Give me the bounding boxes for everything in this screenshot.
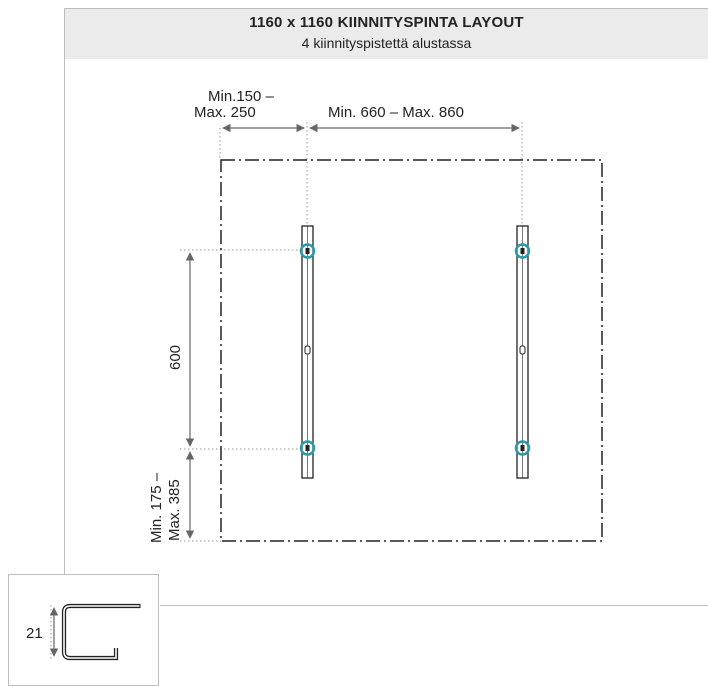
profile-height-arrow	[49, 605, 59, 659]
title-bar	[65, 9, 708, 59]
mount-point-top-right	[514, 243, 531, 259]
bottom-offset-label-2: Max. 385	[166, 479, 183, 541]
mounting-surface-outline	[220, 159, 603, 542]
bottom-rule	[160, 605, 708, 606]
left-offset-label-1: Min.150 –	[208, 88, 275, 105]
extension-lines	[180, 122, 523, 542]
mount-point-bottom-right	[514, 440, 531, 456]
mount-spacing-label: 600	[167, 345, 184, 370]
drawing-title: 1160 x 1160 KIINNITYSPINTA LAYOUT	[249, 14, 524, 31]
left-rail	[301, 225, 314, 479]
profile-height-label: 21	[26, 625, 43, 642]
right-rail	[516, 225, 529, 479]
rail-spacing-label: Min. 660 – Max. 860	[328, 104, 464, 121]
left-offset-label-2: Max. 250	[194, 104, 256, 121]
mount-point-bottom-left	[299, 440, 316, 456]
bottom-offset-label-1: Min. 175 –	[148, 472, 165, 543]
mount-point-top-left	[299, 243, 316, 259]
profile-cross-section	[61, 603, 141, 661]
drawing-frame	[64, 8, 708, 605]
drawing-subtitle: 4 kiinnityspistettä alustassa	[301, 35, 472, 51]
